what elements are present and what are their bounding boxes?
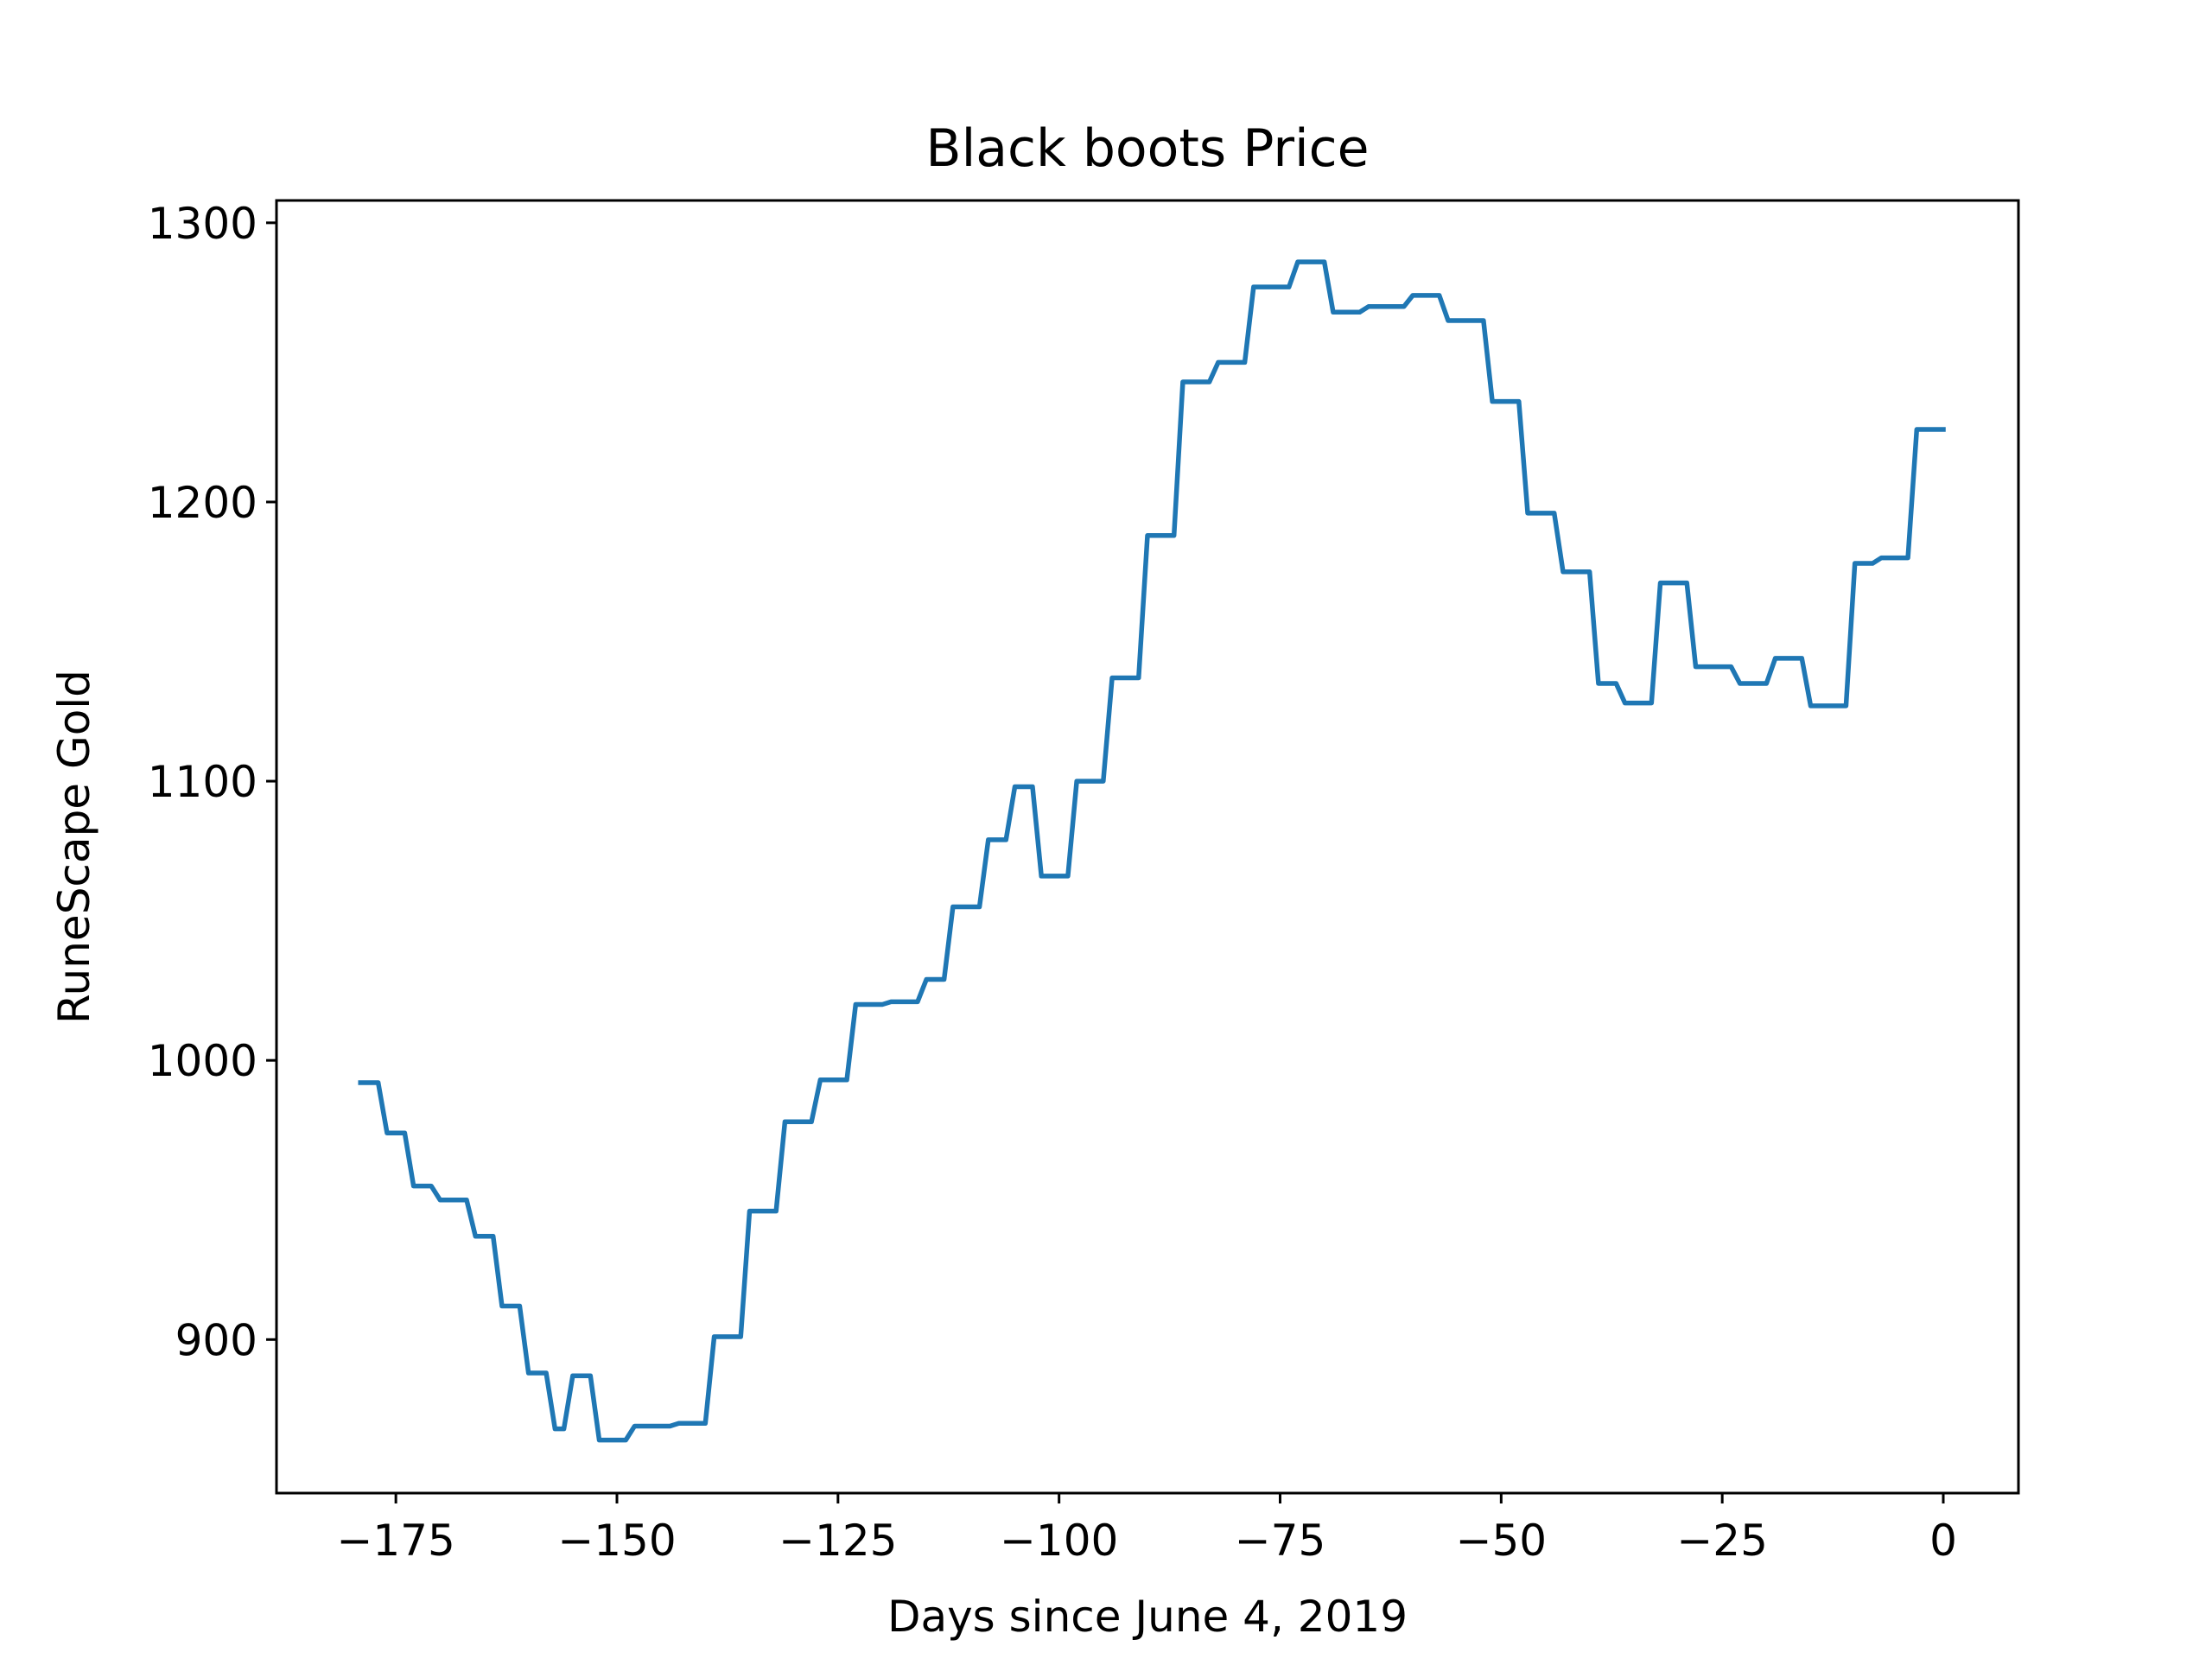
y-tick-label: 1200 <box>148 478 257 528</box>
y-axis-label: RuneScape Gold <box>49 670 99 1024</box>
x-tick-label: −125 <box>779 1516 897 1566</box>
y-tick-label: 1300 <box>148 199 257 249</box>
y-tick-label: 900 <box>175 1315 257 1365</box>
x-tick-label: −175 <box>336 1516 454 1566</box>
x-tick-label: −25 <box>1676 1516 1768 1566</box>
plot-area-frame <box>275 199 2020 1495</box>
x-axis-label: Days since June 4, 2019 <box>887 1592 1408 1642</box>
chart-title: Black boots Price <box>925 118 1369 179</box>
x-tick-label: 0 <box>1929 1516 1957 1566</box>
x-tick-label: −50 <box>1456 1516 1548 1566</box>
x-tick-label: −150 <box>557 1516 676 1566</box>
y-axis: 900 1000 1100 1200 1300 <box>148 199 276 1365</box>
x-tick-label: −75 <box>1235 1516 1326 1566</box>
y-tick-label: 1100 <box>148 757 257 807</box>
series-lines <box>358 259 1946 1443</box>
x-tick-label: −100 <box>1000 1516 1118 1566</box>
y-tick-label: 1000 <box>148 1036 257 1086</box>
series-line-0 <box>358 259 1946 1443</box>
x-axis: −175 −150 −125 −100 −75 −50 −25 0 <box>336 1493 1957 1566</box>
